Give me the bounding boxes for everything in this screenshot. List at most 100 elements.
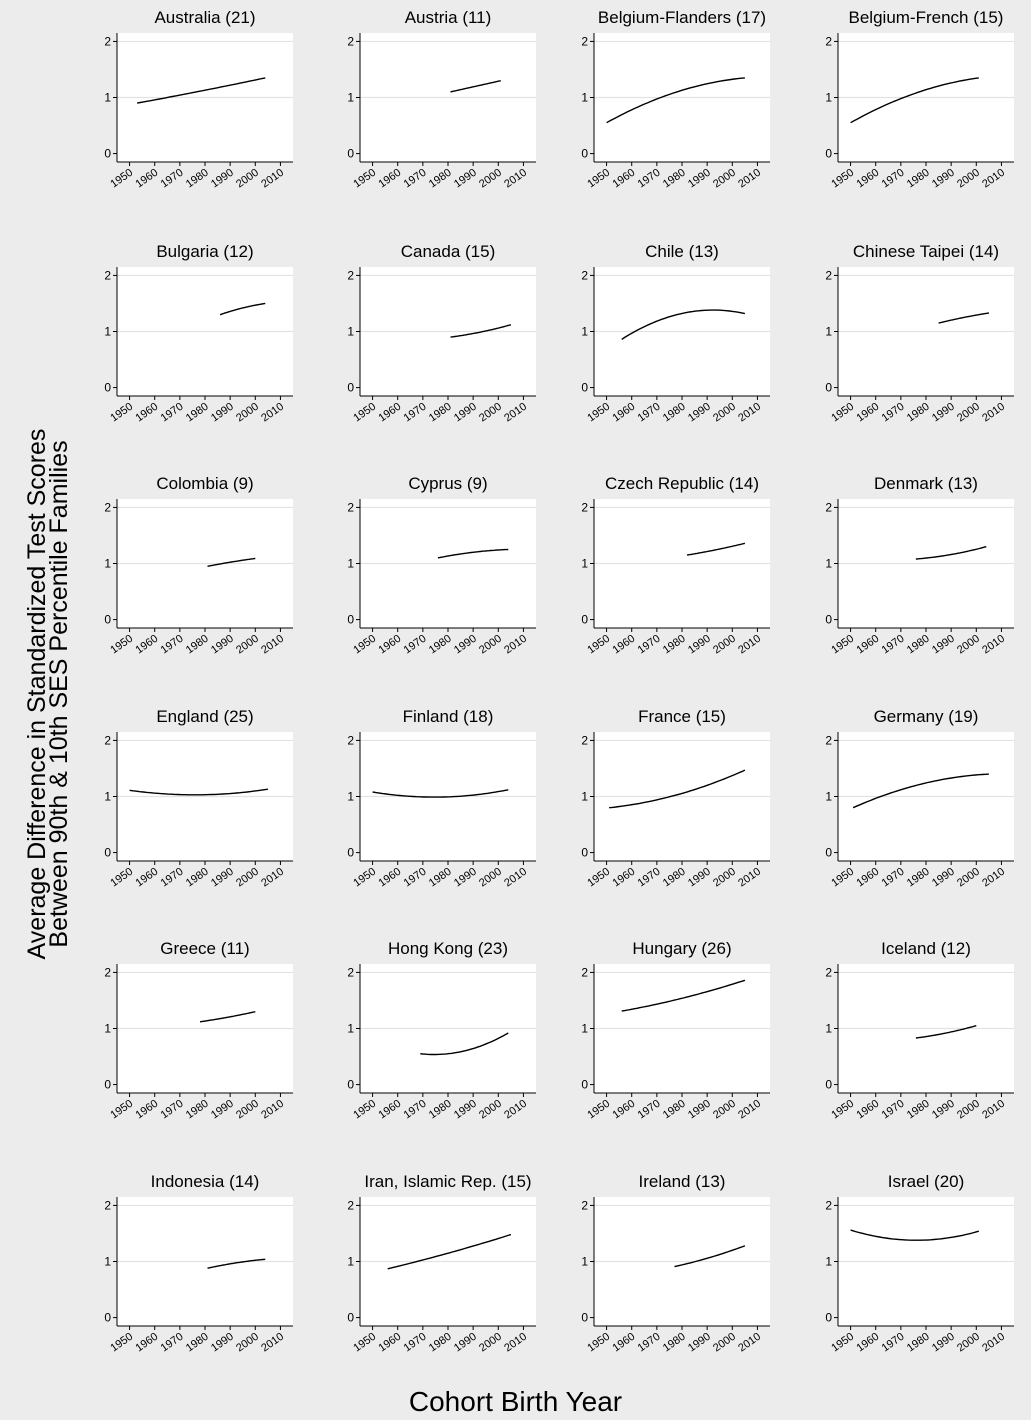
x-tick-label: 1980 — [661, 1098, 688, 1122]
series-line — [387, 1233, 512, 1270]
x-tick-label: 1980 — [905, 1331, 932, 1355]
x-tick-label: 1990 — [209, 167, 236, 191]
panel-title: England (25) — [156, 707, 253, 726]
y-tick-label: 0 — [104, 846, 111, 860]
x-tick-label: 1980 — [661, 1331, 688, 1355]
x-tick-label: 1960 — [854, 633, 881, 657]
y-tick-label: 0 — [581, 147, 588, 161]
x-tick-label: 1980 — [427, 633, 454, 657]
series-line — [915, 1025, 977, 1039]
panel-title: Chinese Taipei (14) — [853, 242, 999, 261]
y-tick-label: 2 — [825, 34, 832, 48]
x-tick-label: 1990 — [209, 1098, 236, 1122]
x-tick-label: 2010 — [980, 1098, 1007, 1122]
x-tick-label: 2000 — [477, 167, 504, 191]
x-tick-label: 2010 — [502, 633, 529, 657]
panel-title: Hungary (26) — [632, 939, 731, 958]
x-tick-label: 2010 — [980, 866, 1007, 890]
x-tick-label: 1990 — [930, 167, 957, 191]
series-line — [850, 77, 979, 124]
x-tick-label: 1970 — [159, 167, 186, 191]
x-tick-label: 1980 — [905, 1098, 932, 1122]
x-tick-label: 1960 — [854, 401, 881, 425]
y-tick-label: 1 — [347, 91, 354, 105]
x-tick-label: 1980 — [661, 633, 688, 657]
x-tick-label: 1990 — [930, 866, 957, 890]
x-tick-label: 1950 — [585, 167, 612, 191]
panel-title: Belgium-Flanders (17) — [598, 8, 766, 27]
x-tick-label: 1960 — [854, 1098, 881, 1122]
y-tick-label: 2 — [104, 965, 111, 979]
x-tick-label: 2010 — [259, 633, 286, 657]
series-line — [915, 546, 987, 560]
series-line — [852, 773, 989, 809]
y-tick-label: 2 — [347, 733, 354, 747]
y-tick-label: 0 — [347, 147, 354, 161]
x-tick-label: 1960 — [610, 866, 637, 890]
x-tick-label: 1950 — [585, 866, 612, 890]
y-tick-label: 2 — [104, 1198, 111, 1212]
panel-title: Greece (11) — [160, 939, 249, 958]
panel-title: Germany (19) — [874, 707, 979, 726]
series-line — [606, 77, 745, 124]
y-tick-label: 2 — [581, 733, 588, 747]
x-tick-label: 1970 — [402, 866, 429, 890]
x-tick-label: 1970 — [880, 1098, 907, 1122]
x-tick-label: 1950 — [829, 1098, 856, 1122]
x-tick-label: 1960 — [376, 866, 403, 890]
x-tick-label: 1990 — [930, 401, 957, 425]
y-tick-label: 2 — [581, 500, 588, 514]
series-line — [207, 557, 256, 567]
x-tick-label: 1950 — [829, 866, 856, 890]
x-tick-label: 2010 — [736, 1098, 763, 1122]
x-tick-label: 1950 — [585, 401, 612, 425]
y-tick-label: 0 — [347, 846, 354, 860]
x-tick-label: 2000 — [711, 866, 738, 890]
x-tick-label: 1960 — [376, 1098, 403, 1122]
y-tick-label: 2 — [825, 268, 832, 282]
x-tick-label: 1970 — [636, 401, 663, 425]
y-tick-label: 2 — [581, 34, 588, 48]
x-tick-label: 2010 — [980, 401, 1007, 425]
x-tick-label: 1990 — [452, 1331, 479, 1355]
series-line — [437, 548, 509, 559]
y-tick-label: 2 — [347, 965, 354, 979]
x-tick-label: 1990 — [452, 1098, 479, 1122]
x-tick-label: 2000 — [234, 866, 261, 890]
x-tick-label: 1980 — [184, 401, 211, 425]
x-tick-label: 1990 — [686, 866, 713, 890]
x-tick-label: 2000 — [477, 866, 504, 890]
x-tick-label: 1970 — [880, 401, 907, 425]
x-tick-label: 1970 — [880, 866, 907, 890]
x-tick-label: 2000 — [234, 1331, 261, 1355]
x-tick-label: 1990 — [686, 167, 713, 191]
x-tick-label: 2010 — [736, 1331, 763, 1355]
x-tick-label: 2000 — [955, 167, 982, 191]
x-tick-label: 1970 — [880, 1331, 907, 1355]
series-line — [850, 1229, 979, 1241]
x-tick-label: 2010 — [502, 167, 529, 191]
x-axis-title: Cohort Birth Year — [408, 1386, 623, 1417]
x-tick-label: 1960 — [610, 1331, 637, 1355]
y-tick-label: 0 — [104, 613, 111, 627]
x-tick-label: 1950 — [829, 633, 856, 657]
y-tick-label: 1 — [347, 790, 354, 804]
panel-title: Israel (20) — [888, 1172, 965, 1191]
x-tick-label: 1980 — [427, 866, 454, 890]
panel-title: Hong Kong (23) — [388, 939, 508, 958]
y-tick-label: 0 — [581, 1311, 588, 1325]
y-tick-label: 2 — [347, 500, 354, 514]
series-line — [207, 1258, 266, 1269]
x-tick-label: 2000 — [711, 1098, 738, 1122]
panel-title: Iran, Islamic Rep. (15) — [364, 1172, 531, 1191]
x-tick-label: 1960 — [854, 1331, 881, 1355]
y-tick-label: 1 — [581, 91, 588, 105]
x-tick-label: 2000 — [711, 633, 738, 657]
x-tick-label: 2010 — [736, 401, 763, 425]
y-tick-label: 2 — [581, 268, 588, 282]
